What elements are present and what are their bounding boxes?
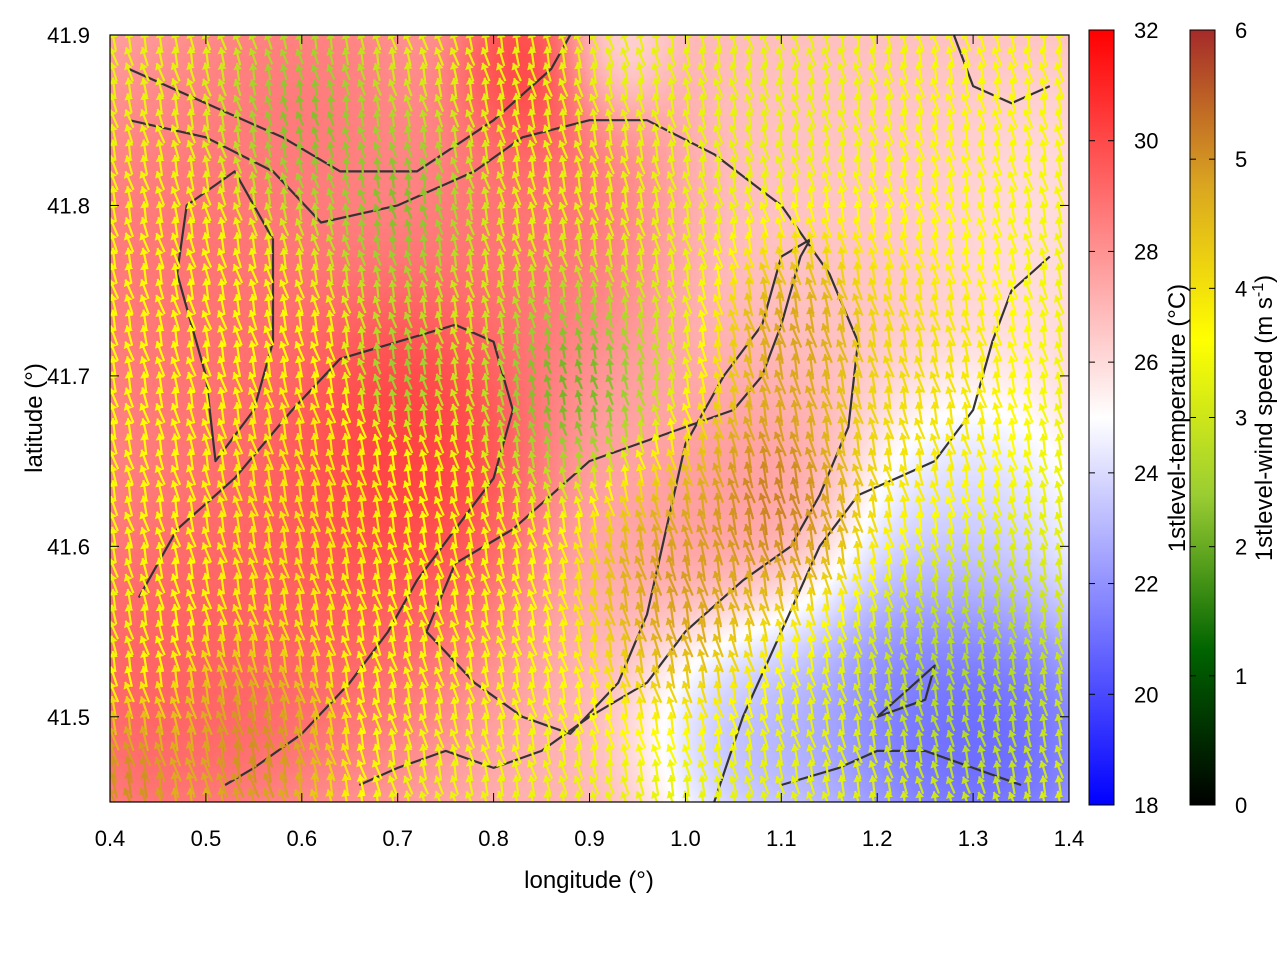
x-tick-label: 0.9: [574, 826, 605, 851]
x-tick-label: 0.4: [95, 826, 126, 851]
x-tick-label: 1.3: [958, 826, 989, 851]
temperature-colorbar-gradient: [1089, 30, 1114, 805]
x-tick-label: 1.4: [1054, 826, 1085, 851]
wind-colorbar-tick-label: 3: [1235, 406, 1247, 431]
x-tick-label: 1.2: [862, 826, 893, 851]
x-tick-label: 0.6: [287, 826, 318, 851]
wind-colorbar-label: 1stlevel-wind speed (m s-1): [1250, 275, 1278, 561]
y-tick-label: 41.8: [47, 193, 90, 218]
x-tick-label: 0.8: [478, 826, 509, 851]
wind-label-superscript: -1: [1250, 283, 1267, 297]
x-tick-label: 0.5: [191, 826, 222, 851]
temperature-colorbar-tick-label: 20: [1134, 682, 1158, 707]
y-tick-label: 41.7: [47, 364, 90, 389]
temperature-colorbar-label: 1stlevel-temperature (°C): [1164, 284, 1191, 552]
y-axis-title: latitude (°): [21, 363, 48, 473]
x-tick-label: 1.0: [670, 826, 701, 851]
y-tick-label: 41.5: [47, 705, 90, 730]
temperature-colorbar-tick-label: 26: [1134, 350, 1158, 375]
y-tick-label: 41.9: [47, 23, 90, 48]
wind-label-end: ): [1251, 275, 1278, 283]
wind-colorbar: 0 1 2 3 4 5 6 1stlevel-wind speed (m s-1): [1190, 18, 1278, 818]
y-tick-label: 41.6: [47, 534, 90, 559]
temperature-colorbar-tick-label: 22: [1134, 572, 1158, 597]
x-tick-label: 0.7: [382, 826, 413, 851]
wind-colorbar-tick-label: 6: [1235, 18, 1247, 43]
x-tick-label: 1.1: [766, 826, 797, 851]
wind-colorbar-tick-label: 5: [1235, 147, 1247, 172]
plot-area: 0.4 0.5 0.6 0.7 0.8 0.9 1.0 1.1 1.2 1.3 1.4 41.5 41…: [47, 23, 1084, 851]
temperature-colorbar-tick-label: 30: [1134, 129, 1158, 154]
wind-colorbar-tick-label: 0: [1235, 793, 1247, 818]
temperature-colorbar-tick-label: 18: [1134, 793, 1158, 818]
temperature-colorbar: 18 20 22 24 26 28 30 32 1stlevel-temperature (°…: [1089, 18, 1191, 818]
x-axis-title: longitude (°): [524, 867, 654, 894]
temperature-colorbar-tick-label: 32: [1134, 18, 1158, 43]
temperature-colorbar-tick-label: 24: [1134, 461, 1158, 486]
wind-colorbar-tick-label: 4: [1235, 276, 1247, 301]
temperature-colorbar-tick-label: 28: [1134, 239, 1158, 264]
wind-colorbar-tick-label: 2: [1235, 535, 1247, 560]
wind-colorbar-tick-label: 1: [1235, 664, 1247, 689]
wind-label-main: 1stlevel-wind speed (m s: [1251, 297, 1278, 561]
